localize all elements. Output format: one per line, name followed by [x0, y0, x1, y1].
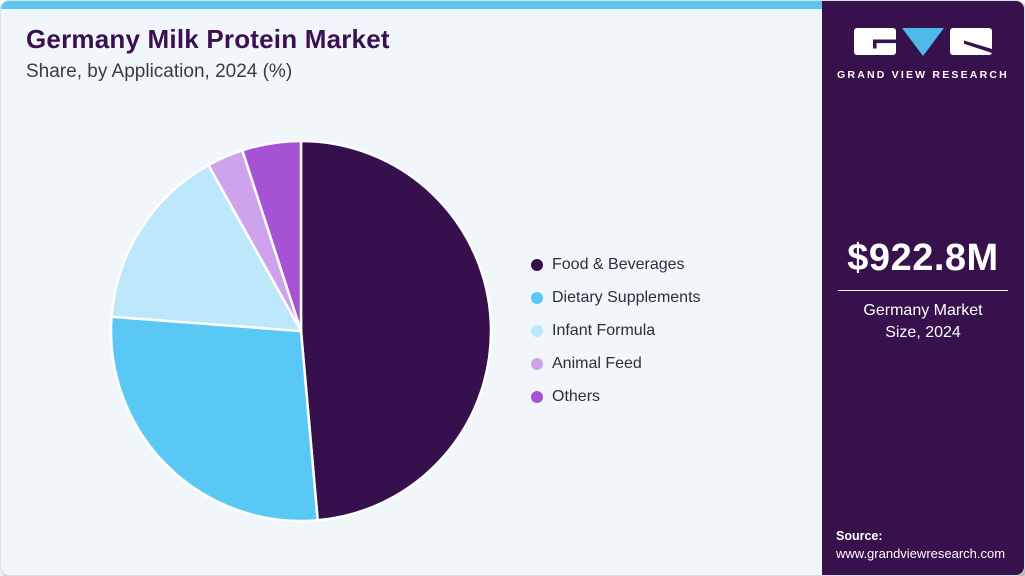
top-accent-strip — [1, 1, 824, 9]
brand-logo: GRAND VIEW RESEARCH — [822, 27, 1024, 81]
market-size-label: Germany Market Size, 2024 — [863, 302, 983, 341]
pie-slice-2 — [110, 163, 303, 333]
legend-item: Infant Formula — [531, 321, 701, 341]
legend-label: Animal Feed — [552, 355, 642, 372]
market-size-value: $922.8M — [847, 237, 999, 279]
source-block: Source: www.grandviewresearch.com — [836, 529, 1005, 561]
gvr-wordmark: GRAND VIEW RESEARCH — [837, 69, 1009, 81]
legend-swatch-icon — [531, 358, 543, 370]
source-label: Source: — [836, 529, 883, 543]
pie-slice-0 — [299, 139, 493, 522]
legend-swatch-icon — [531, 292, 543, 304]
legend: Food & Beverages Dietary Supplements Infan… — [531, 255, 701, 407]
pie-slice-1 — [109, 315, 319, 523]
chart-area: Germany Milk Protein Market Share, by Ap… — [1, 1, 824, 575]
source-url: www.grandviewresearch.com — [836, 546, 1006, 561]
page-title: Germany Milk Protein Market — [26, 24, 390, 54]
legend-item: Animal Feed — [531, 354, 701, 374]
pie-slice-4 — [241, 139, 303, 333]
divider-line — [838, 290, 1008, 291]
gvr-logo-icon — [854, 28, 992, 56]
legend-item: Food & Beverages — [531, 255, 701, 275]
legend-label: Others — [552, 388, 601, 405]
pie-chart — [109, 139, 493, 523]
legend-item: Dietary Supplements — [531, 288, 701, 308]
sidebar: GRAND VIEW RESEARCH $922.8M Germany Mark… — [822, 1, 1024, 575]
legend-swatch-icon — [531, 325, 543, 337]
market-size-block: $922.8M Germany Market Size, 2024 — [822, 237, 1024, 344]
legend-swatch-icon — [531, 259, 543, 271]
page-subtitle: Share, by Application, 2024 (%) — [26, 60, 293, 82]
legend-label: Infant Formula — [552, 322, 656, 339]
logo-v-triangle — [902, 28, 944, 56]
legend-item: Others — [531, 387, 701, 407]
legend-swatch-icon — [531, 391, 543, 403]
legend-label: Dietary Supplements — [552, 289, 701, 306]
header: Germany Milk Protein Market Share, by Ap… — [26, 24, 390, 83]
legend-label: Food & Beverages — [552, 256, 685, 273]
pie-chart-container — [107, 137, 495, 525]
